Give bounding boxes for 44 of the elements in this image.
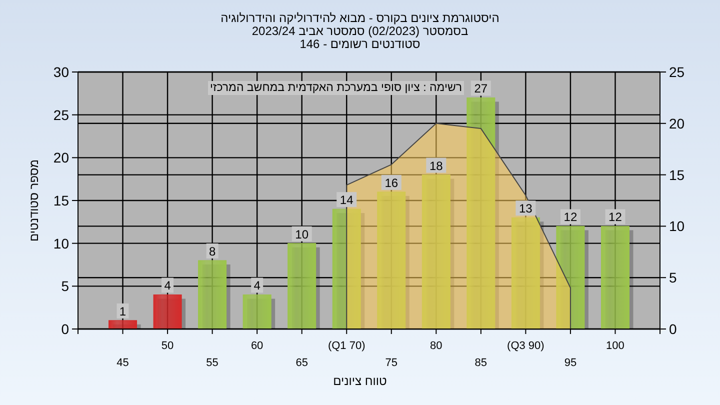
data-label: 4 [254, 278, 261, 293]
y-tick-label: 5 [61, 278, 70, 294]
chart-title: היסטוגרמת ציונים בקורס - מבוא להידרוליקה והידרולוגיה [220, 11, 500, 25]
x-tick-label: 65 [296, 357, 308, 369]
y-tick-label: 30 [53, 64, 70, 80]
x-tick-label: (Q3 90) [507, 340, 544, 352]
data-label: 8 [208, 244, 216, 258]
y-axis-title: מספר סטודנטים [27, 159, 41, 242]
data-label: 1 [119, 304, 126, 318]
x-tick-label: 55 [206, 357, 218, 369]
data-label: 18 [429, 158, 444, 173]
data-label: 16 [384, 176, 398, 190]
x-tick-label: 60 [250, 340, 264, 352]
x-tick-label: 45 [116, 357, 129, 369]
y2-tick-label: 15 [669, 166, 685, 183]
y2-tick-label: 20 [669, 115, 685, 132]
data-label: 14 [340, 193, 354, 208]
bar [377, 192, 406, 330]
data-label: 27 [474, 82, 488, 96]
y-tick-label: 15 [53, 192, 70, 208]
x-tick-label: 50 [161, 340, 174, 352]
data-label: 12 [608, 210, 622, 224]
y-tick-label: 25 [53, 106, 70, 123]
data-label: 12 [564, 210, 578, 224]
y-tick-label: 10 [53, 235, 70, 252]
x-tick-label: 95 [564, 357, 577, 369]
y2-tick-label: 25 [669, 64, 685, 80]
y2-tick-label: 5 [669, 270, 677, 286]
data-label: 13 [519, 202, 533, 216]
y2-tick-label: 0 [669, 321, 677, 337]
y-tick-label: 20 [53, 150, 70, 166]
x-tick-label: 75 [385, 357, 398, 369]
x-tick-label: 80 [430, 340, 442, 352]
x-tick-label: 85 [474, 357, 488, 369]
y-tick-label: 0 [61, 321, 70, 337]
x-tick-label: (Q1 70) [328, 340, 366, 352]
x-axis-title: טווח ציונים [333, 374, 388, 388]
annotation: רשימה : ציון סופי במערכת האקדמית במחשב המרכזי [210, 82, 462, 94]
chart-subtitle: בסמסטר (02/2023) סמסטר אביב 2023/24 סטודנטים רשומים - 146 [252, 24, 468, 51]
x-tick-label: 100 [606, 340, 624, 352]
y2-tick-label: 10 [669, 218, 685, 234]
bar [422, 174, 450, 330]
data-label: 10 [295, 227, 309, 242]
data-label: 4 [164, 278, 172, 293]
